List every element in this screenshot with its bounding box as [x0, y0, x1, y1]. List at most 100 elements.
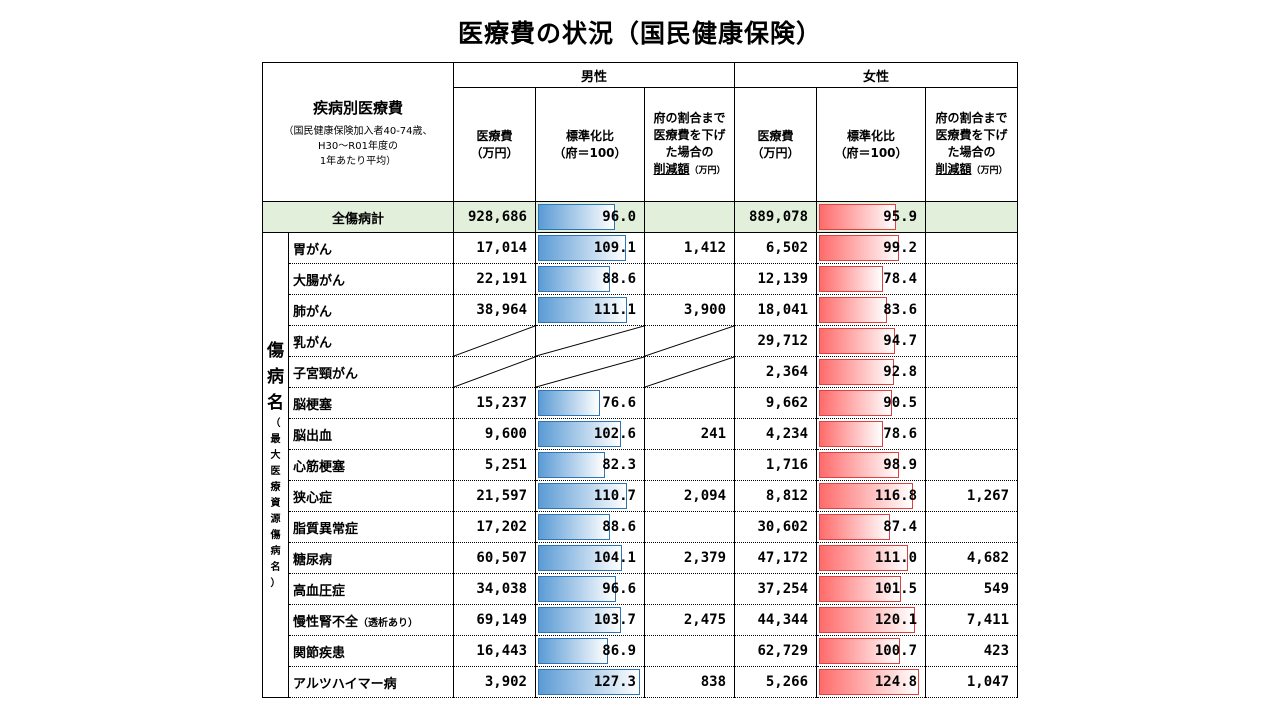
ratio-value: 127.3 — [593, 674, 636, 690]
male-reduce: 2,475 — [643, 604, 736, 636]
disease-name: 脳梗塞 — [288, 387, 454, 419]
header-male: 男性 — [452, 62, 736, 88]
male-cost: 9,600 — [453, 418, 536, 450]
ratio-bar — [538, 390, 600, 416]
male-reduce: 838 — [643, 666, 736, 698]
disease-label: 心筋梗塞 — [293, 459, 346, 475]
female-reduce: 549 — [925, 573, 1019, 605]
header-female-reduce: 府の割合まで 医療費を下げ た場合の 削減額（万円） — [925, 87, 1019, 202]
ratio-bar — [819, 545, 909, 571]
disease-label: アルツハイマー病 — [293, 676, 397, 692]
category-label: 傷病名（最大医療資源傷病名） — [262, 232, 289, 698]
male-ratio: 76.6 — [535, 387, 645, 419]
female-cost: 2,364 — [734, 356, 818, 388]
male-ratio: 88.6 — [535, 263, 645, 295]
table-row: アルツハイマー病 3,902 127.3 838 5,266 124.8 1,047 — [263, 666, 1019, 698]
ratio-value: 87.4 — [883, 519, 918, 535]
male-reduce: 241 — [643, 418, 736, 450]
male-ratio: 110.7 — [535, 480, 645, 512]
category-sub-char: 療 — [270, 482, 281, 493]
male-cost: 38,964 — [453, 294, 536, 326]
ratio-value: 124.8 — [874, 674, 918, 690]
disease-name: 脂質異常症 — [288, 511, 454, 543]
ratio-bar — [819, 421, 884, 447]
female-cost: 62,729 — [734, 635, 818, 667]
ratio-bar — [538, 638, 608, 664]
table-row: 肺がん 38,964 111.1 3,900 18,041 83.6 — [263, 294, 1019, 326]
category-sub-char: 医 — [270, 466, 281, 477]
disease-label: 脳出血 — [293, 428, 333, 444]
ratio-value: 92.8 — [883, 364, 918, 380]
female-cost: 18,041 — [734, 294, 818, 326]
ratio-value: 99.2 — [883, 240, 918, 256]
disease-label: 脳梗塞 — [293, 397, 333, 413]
category-sub-char: 源 — [270, 514, 281, 525]
header-female: 女性 — [734, 62, 1019, 88]
male-ratio: 103.7 — [535, 604, 645, 636]
ratio-bar — [538, 266, 610, 292]
female-ratio: 78.6 — [816, 418, 927, 450]
ratio-bar — [819, 359, 895, 385]
header-reduce-3: た場合の — [947, 144, 996, 159]
header-male-reduce: 府の割合まで 医療費を下げ た場合の 削減額（万円） — [643, 87, 736, 202]
ratio-bar — [819, 638, 901, 664]
header-note-2: H30～R01年度の — [318, 141, 398, 152]
total-name: 全傷病計 — [262, 201, 454, 233]
disease-name: 脳出血 — [288, 418, 454, 450]
male-cost: 17,202 — [453, 511, 536, 543]
female-reduce — [925, 449, 1019, 481]
disease-label: 乳がん — [293, 335, 333, 351]
male-cost: 22,191 — [453, 263, 536, 295]
ratio-bar — [538, 235, 626, 261]
female-cost: 12,139 — [734, 263, 818, 295]
male-na-cell — [643, 325, 736, 357]
female-reduce: 4,682 — [925, 542, 1019, 574]
female-ratio: 124.8 — [816, 666, 927, 698]
header-cost-label: 医療費 — [476, 128, 513, 143]
ratio-value: 88.6 — [602, 519, 636, 535]
total-male-cost: 928,686 — [453, 201, 536, 233]
female-reduce — [925, 263, 1019, 295]
female-ratio: 120.1 — [816, 604, 927, 636]
header-ratio-label: 標準化比 — [847, 128, 896, 143]
disease-name: 肺がん — [288, 294, 454, 326]
disease-name: 慢性腎不全（透析あり） — [288, 604, 454, 636]
female-ratio: 101.5 — [816, 573, 927, 605]
male-reduce: 2,379 — [643, 542, 736, 574]
table-row: 脂質異常症 17,202 88.6 30,602 87.4 — [263, 511, 1019, 543]
disease-name: 大腸がん — [288, 263, 454, 295]
male-ratio: 111.1 — [535, 294, 645, 326]
ratio-value: 88.6 — [602, 271, 636, 287]
disease-name: 心筋梗塞 — [288, 449, 454, 481]
header-ratio-unit: （府＝100） — [834, 145, 908, 160]
male-na-cell — [453, 356, 536, 388]
ratio-bar — [538, 421, 621, 447]
male-ratio: 109.1 — [535, 232, 645, 264]
female-ratio: 99.2 — [816, 232, 927, 264]
disease-name: 子宮頸がん — [288, 356, 454, 388]
female-reduce: 1,047 — [925, 666, 1019, 698]
total-row: 全傷病計 928,686 96.0 889,078 95.9 — [262, 201, 1019, 233]
disease-label: 関節疾患 — [293, 645, 346, 661]
category-sub-char: 資 — [270, 498, 281, 509]
female-ratio: 98.9 — [816, 449, 927, 481]
male-cost: 5,251 — [453, 449, 536, 481]
female-reduce — [925, 232, 1019, 264]
ratio-value: 78.6 — [883, 426, 918, 442]
ratio-value: 82.3 — [602, 457, 636, 473]
category-char: 名 — [267, 393, 284, 413]
female-cost: 6,502 — [734, 232, 818, 264]
female-cost: 1,716 — [734, 449, 818, 481]
category-char: 病 — [267, 367, 284, 387]
female-ratio: 92.8 — [816, 356, 927, 388]
ratio-value: 111.1 — [593, 302, 636, 318]
female-cost: 30,602 — [734, 511, 818, 543]
medical-cost-table: 疾病別医療費 （国民健康保険加入者40-74歳、 H30～R01年度の 1年あた… — [262, 62, 1019, 698]
header-reduce-unit: （万円） — [689, 165, 726, 176]
header-note-3: 1年あたり平均） — [319, 156, 397, 167]
header-reduce-2: 医療費を下げ — [935, 127, 1008, 142]
table-row: 傷病名（最大医療資源傷病名）胃がん 17,014 109.1 1,412 6,502 99… — [262, 232, 1019, 698]
ratio-bar — [538, 297, 627, 323]
female-ratio: 83.6 — [816, 294, 927, 326]
female-reduce — [925, 294, 1019, 326]
